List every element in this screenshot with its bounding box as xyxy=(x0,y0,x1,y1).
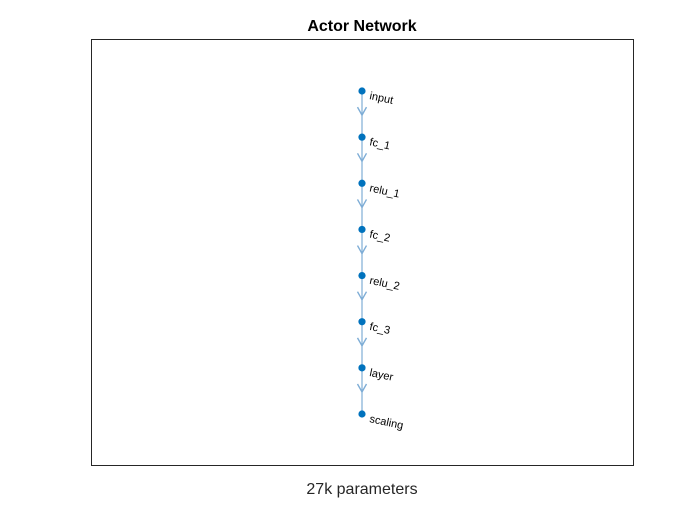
node-label-layer: layer xyxy=(368,367,394,384)
arrowhead-fc_1-to-relu_1 xyxy=(356,152,368,163)
node-fc_2[interactable] xyxy=(358,225,366,234)
arrowhead-relu_2-to-fc_3 xyxy=(356,291,368,302)
edges-layer xyxy=(356,91,368,414)
node-label-fc_2: fc_2 xyxy=(368,229,391,245)
node-layer[interactable] xyxy=(358,364,366,372)
nodes-layer xyxy=(358,87,366,418)
node-relu_1[interactable] xyxy=(358,179,366,187)
node-label-fc_3: fc_3 xyxy=(368,321,391,337)
arrowhead-fc_2-to-relu_2 xyxy=(356,245,368,255)
parameter-count-caption: 27k parameters xyxy=(306,481,417,498)
arrowhead-layer-to-scaling xyxy=(356,383,368,394)
node-scaling[interactable] xyxy=(358,410,366,418)
node-fc_1[interactable] xyxy=(358,133,366,141)
arrowhead-fc_3-to-layer xyxy=(356,337,368,348)
plot-title: Actor Network xyxy=(307,18,416,35)
node-input[interactable] xyxy=(358,87,366,95)
node-relu_2[interactable] xyxy=(358,271,366,280)
node-label-fc_1: fc_1 xyxy=(368,136,391,152)
arrowhead-input-to-fc_1 xyxy=(356,106,368,117)
arrowhead-relu_1-to-fc_2 xyxy=(356,199,368,209)
node-fc_3[interactable] xyxy=(358,318,366,326)
node-label-input: input xyxy=(368,90,394,107)
